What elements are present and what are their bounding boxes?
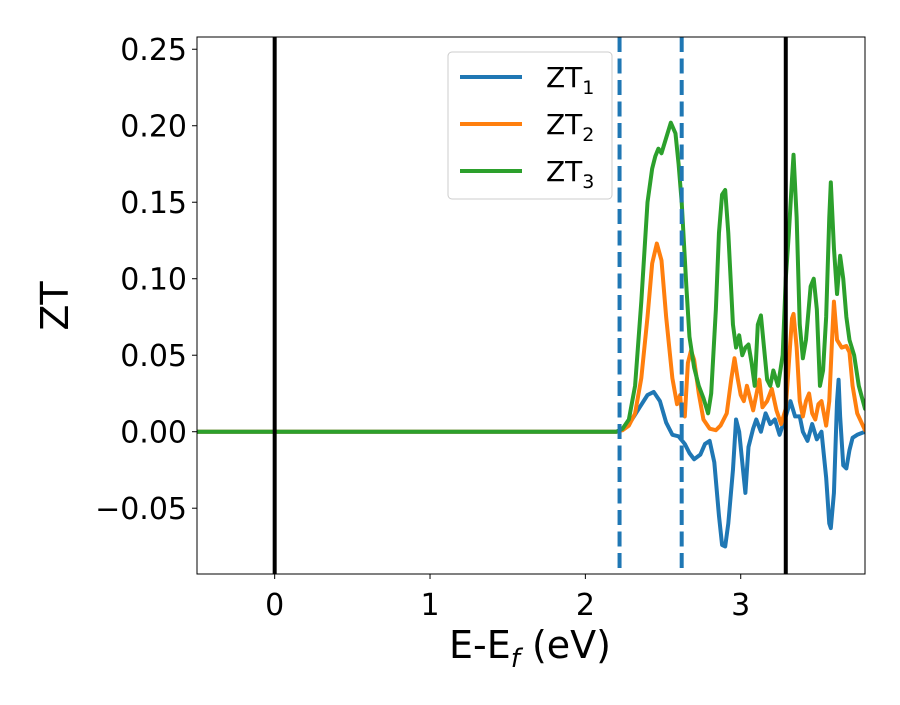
plot-frame (196, 36, 866, 575)
plot-area (197, 37, 865, 574)
y-tick-label: 0.05 (120, 339, 187, 374)
plot-border (196, 36, 866, 575)
series-line-zt3 (197, 120, 865, 434)
y-tick-label: 0.15 (120, 186, 187, 221)
legend-box (447, 51, 613, 200)
series-line-zt2 (197, 241, 865, 434)
legend-label-zt3: ZT3 (546, 155, 594, 193)
y-tick-label: 0.20 (120, 110, 187, 145)
y-axis-title: ZT (33, 281, 77, 331)
x-axis-title: E-Ef (eV) (449, 623, 611, 674)
x-tick-label: 2 (576, 588, 595, 623)
y-tick-label: 0.10 (120, 263, 187, 298)
x-axis: 0 1 2 3 (265, 574, 750, 623)
y-tick-label: 0.00 (120, 416, 187, 451)
series-line-zt1 (197, 377, 865, 549)
x-tick-label: 3 (731, 588, 750, 623)
legend-label-zt2: ZT2 (546, 108, 594, 146)
y-tick-label: 0.25 (120, 33, 187, 68)
legend-label-zt1: ZT1 (546, 61, 594, 99)
y-tick-label: −0.05 (95, 492, 187, 527)
x-tick-label: 0 (265, 588, 284, 623)
x-tick-label: 1 (420, 588, 439, 623)
y-axis: −0.05 0.00 0.05 0.10 0.15 0.20 0.25 (95, 33, 197, 527)
legend: ZT1 ZT2 ZT3 (447, 51, 613, 200)
